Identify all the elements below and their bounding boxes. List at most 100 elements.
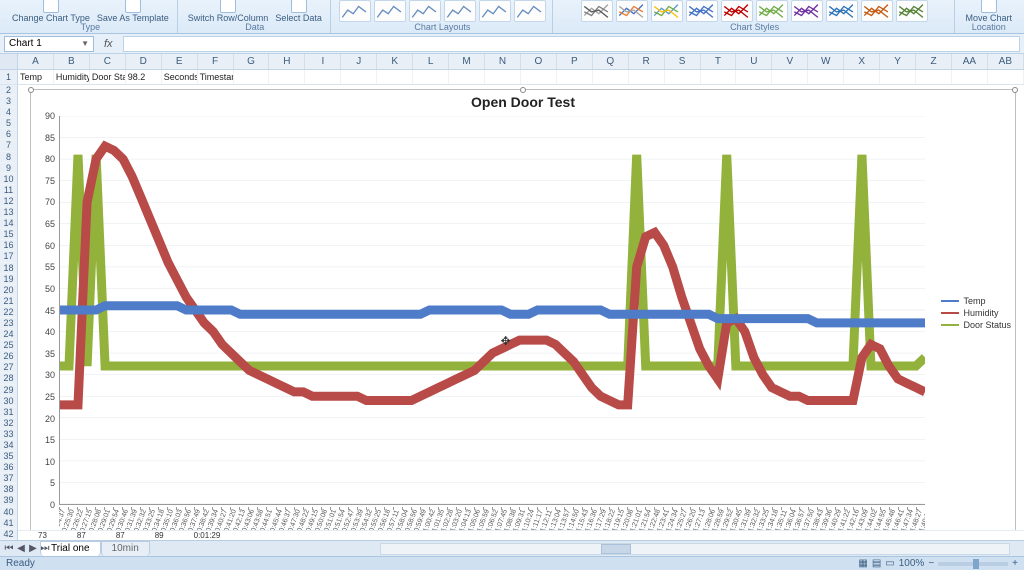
cell[interactable]: [701, 70, 737, 84]
column-header[interactable]: Q: [593, 54, 629, 69]
row-number[interactable]: 22: [0, 307, 17, 318]
plot-area[interactable]: ✥: [59, 116, 925, 505]
column-header[interactable]: T: [701, 54, 737, 69]
chart-style-thumb[interactable]: [651, 0, 683, 22]
column-header[interactable]: C: [90, 54, 126, 69]
row-number[interactable]: 4: [0, 107, 17, 118]
cell[interactable]: [593, 70, 629, 84]
row-number[interactable]: 34: [0, 440, 17, 451]
row-number[interactable]: 7: [0, 140, 17, 151]
row-number[interactable]: 14: [0, 218, 17, 229]
legend-item[interactable]: Humidity: [941, 308, 1011, 318]
column-header[interactable]: N: [485, 54, 521, 69]
cell[interactable]: [449, 70, 485, 84]
row-number[interactable]: 31: [0, 407, 17, 418]
view-normal-icon[interactable]: ▦: [858, 558, 867, 569]
chart-style-thumb[interactable]: [861, 0, 893, 22]
chart-style-thumb[interactable]: [756, 0, 788, 22]
row-number[interactable]: 19: [0, 274, 17, 285]
cell[interactable]: [988, 70, 1024, 84]
column-header[interactable]: Z: [916, 54, 952, 69]
cell[interactable]: [665, 70, 701, 84]
row-number[interactable]: 12: [0, 196, 17, 207]
zoom-level[interactable]: 100%: [899, 558, 925, 569]
row-number[interactable]: 13: [0, 207, 17, 218]
cell[interactable]: [269, 70, 305, 84]
formula-input[interactable]: [123, 36, 1020, 52]
switch-row-column-button[interactable]: Switch Row/Column: [186, 0, 271, 23]
row-number[interactable]: 27: [0, 362, 17, 373]
cell[interactable]: [521, 70, 557, 84]
row-number[interactable]: 23: [0, 318, 17, 329]
select-data-button[interactable]: Select Data: [273, 0, 324, 23]
chart-style-thumb[interactable]: [686, 0, 718, 22]
column-header[interactable]: U: [736, 54, 772, 69]
change-chart-type-button[interactable]: Change Chart Type: [10, 0, 92, 23]
chart-style-thumb[interactable]: [616, 0, 648, 22]
column-header[interactable]: Y: [880, 54, 916, 69]
row-number[interactable]: 8: [0, 152, 17, 163]
cell[interactable]: Timestamp: [198, 70, 234, 84]
cell[interactable]: [952, 70, 988, 84]
row-number[interactable]: 6: [0, 129, 17, 140]
zoom-out-button[interactable]: −: [928, 558, 934, 569]
cell[interactable]: [234, 70, 270, 84]
chart-style-thumb[interactable]: [896, 0, 928, 22]
row-number[interactable]: 3: [0, 96, 17, 107]
column-header[interactable]: A: [18, 54, 54, 69]
column-header[interactable]: O: [521, 54, 557, 69]
row-number[interactable]: 37: [0, 473, 17, 484]
column-header[interactable]: B: [54, 54, 90, 69]
row-number[interactable]: 15: [0, 229, 17, 240]
row-number[interactable]: 42: [0, 529, 17, 540]
chart-layout-thumb[interactable]: [409, 0, 441, 22]
tab-nav-prev[interactable]: ◀: [16, 543, 26, 554]
chart-style-thumb[interactable]: [721, 0, 753, 22]
cell[interactable]: [808, 70, 844, 84]
cell[interactable]: Door Statu: [90, 70, 126, 84]
sheet-tab-10min[interactable]: 10min: [101, 541, 150, 556]
column-header[interactable]: E: [162, 54, 198, 69]
move-chart-button[interactable]: Move Chart: [963, 0, 1014, 23]
tab-nav-next[interactable]: ▶: [28, 543, 38, 554]
column-header[interactable]: S: [665, 54, 701, 69]
cell[interactable]: [305, 70, 341, 84]
row-number[interactable]: 24: [0, 329, 17, 340]
cell[interactable]: [844, 70, 880, 84]
row-number[interactable]: 21: [0, 296, 17, 307]
zoom-in-button[interactable]: +: [1012, 558, 1018, 569]
row-number[interactable]: 41: [0, 518, 17, 529]
tab-nav-first[interactable]: ⏮: [4, 543, 14, 554]
embedded-chart[interactable]: Open Door Test 0510152025303540455055606…: [30, 89, 1016, 536]
chart-layout-thumb[interactable]: [514, 0, 546, 22]
column-header[interactable]: R: [629, 54, 665, 69]
chart-handle-n[interactable]: [520, 87, 526, 93]
cell[interactable]: Seconds: [162, 70, 198, 84]
view-break-icon[interactable]: ▭: [885, 558, 894, 569]
name-box[interactable]: Chart 1 ▼: [4, 36, 94, 52]
chevron-down-icon[interactable]: ▼: [81, 39, 89, 48]
chart-layout-thumb[interactable]: [374, 0, 406, 22]
column-header[interactable]: G: [234, 54, 270, 69]
column-header[interactable]: AA: [952, 54, 988, 69]
column-header[interactable]: H: [269, 54, 305, 69]
zoom-slider-thumb[interactable]: [973, 559, 979, 569]
row-number[interactable]: 35: [0, 451, 17, 462]
row-number[interactable]: 20: [0, 285, 17, 296]
row-number[interactable]: 5: [0, 118, 17, 129]
column-header[interactable]: F: [198, 54, 234, 69]
chart-style-thumb[interactable]: [581, 0, 613, 22]
legend-item[interactable]: Temp: [941, 296, 1011, 306]
chart-layout-thumb[interactable]: [479, 0, 511, 22]
save-as-template-button[interactable]: Save As Template: [95, 0, 171, 23]
cell[interactable]: [916, 70, 952, 84]
chart-title[interactable]: Open Door Test: [31, 90, 1015, 112]
cell[interactable]: [629, 70, 665, 84]
horizontal-scrollbar[interactable]: [380, 543, 1010, 555]
row-number[interactable]: 11: [0, 185, 17, 196]
column-header[interactable]: V: [772, 54, 808, 69]
chart-layout-thumb[interactable]: [339, 0, 371, 22]
scrollbar-thumb[interactable]: [601, 544, 631, 554]
row-number-1[interactable]: 1: [0, 70, 18, 84]
column-header[interactable]: X: [844, 54, 880, 69]
